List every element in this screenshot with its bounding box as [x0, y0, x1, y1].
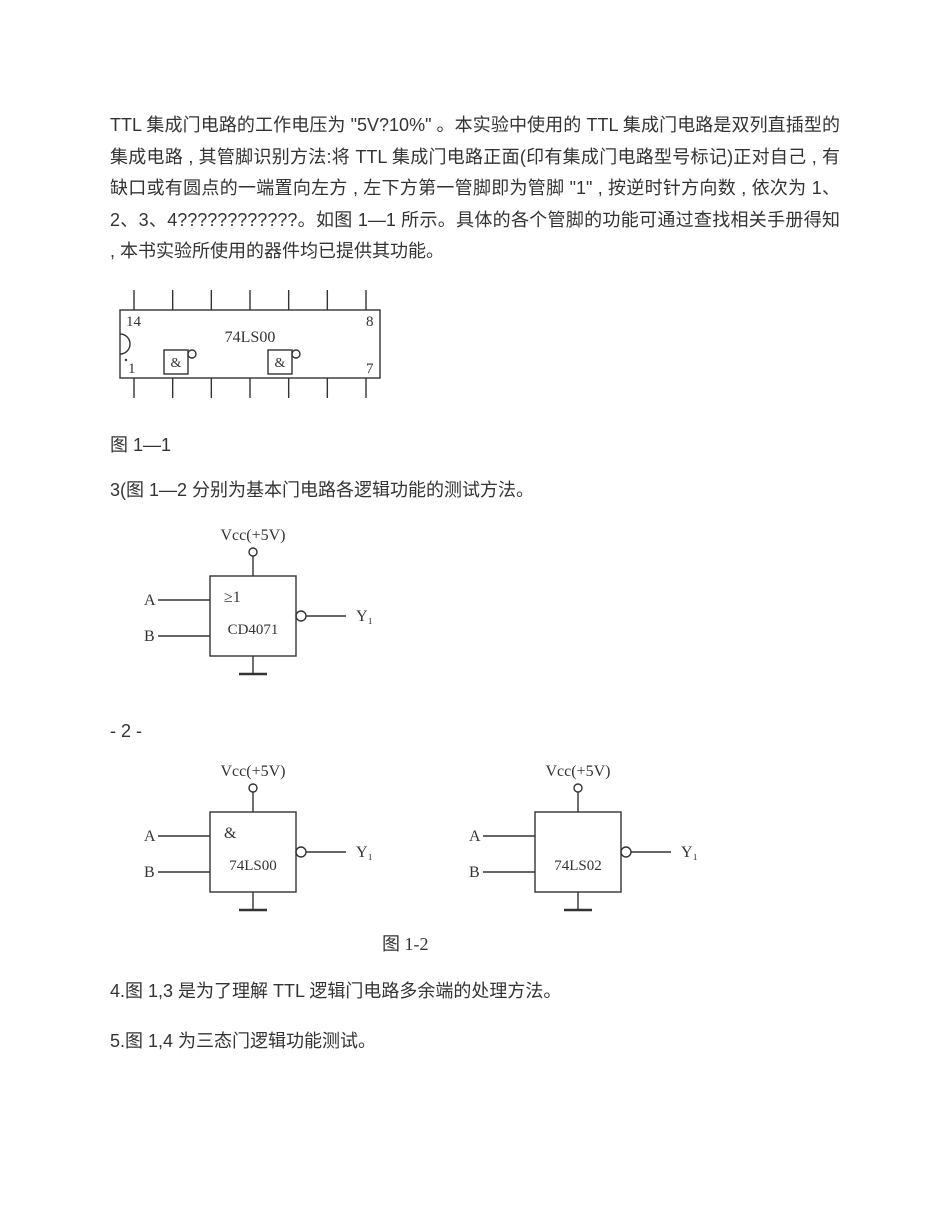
svg-text:&: & — [224, 825, 237, 842]
paragraph-1: TTL 集成门电路的工作电压为 "5V?10%" 。本实验中使用的 TTL 集成… — [110, 110, 840, 268]
svg-text:14: 14 — [126, 314, 142, 330]
svg-text:A: A — [144, 592, 156, 609]
svg-text:B: B — [144, 628, 155, 645]
chip-svg: 14 8 1 7 74LS00 & & — [110, 286, 400, 414]
svg-text:1: 1 — [128, 361, 136, 377]
figure-1-2-caption: 图 1-2 — [382, 934, 429, 954]
svg-text:7: 7 — [366, 361, 374, 377]
svg-text:B: B — [144, 864, 155, 881]
svg-text:74LS02: 74LS02 — [554, 858, 602, 874]
svg-text:74LS00: 74LS00 — [229, 858, 277, 874]
figure-1-2: Vcc(+5V) & 74LS00 A B Y₁ Vcc(+5V) 74LS02 A B Y₁ 图… — [110, 760, 840, 970]
svg-text:B: B — [469, 864, 480, 881]
figure-gate-or: Vcc(+5V) ≥1 CD4071 A B Y₁ — [140, 524, 840, 709]
svg-text:&: & — [171, 356, 182, 371]
svg-text:A: A — [469, 828, 481, 845]
page-note: - 2 - — [110, 721, 840, 742]
figure-1-1-label: 图 1—1 — [110, 431, 840, 457]
paragraph-2: 3(图 1—2 分别为基本门电路各逻辑功能的测试方法。 — [110, 475, 840, 507]
svg-text:Vcc(+5V): Vcc(+5V) — [221, 763, 286, 780]
figure-1-1: 14 8 1 7 74LS00 & & — [110, 286, 840, 419]
svg-text:Vcc(+5V): Vcc(+5V) — [546, 763, 611, 780]
svg-text:Y₁: Y₁ — [356, 844, 373, 861]
svg-text:A: A — [144, 828, 156, 845]
svg-text:&: & — [275, 356, 286, 371]
svg-text:Vcc(+5V): Vcc(+5V) — [221, 527, 286, 544]
paragraph-4: 5.图 1,4 为三态门逻辑功能测试。 — [110, 1026, 840, 1058]
svg-text:Y₁: Y₁ — [356, 608, 373, 625]
svg-text:CD4071: CD4071 — [228, 622, 279, 638]
paragraph-3: 4.图 1,3 是为了理解 TTL 逻辑门电路多余端的处理方法。 — [110, 976, 840, 1008]
svg-text:≥1: ≥1 — [224, 589, 241, 606]
gate-or-svg: Vcc(+5V) ≥1 CD4071 A B Y₁ — [140, 524, 400, 704]
svg-text:Y₁: Y₁ — [681, 844, 698, 861]
svg-text:74LS00: 74LS00 — [225, 329, 276, 346]
fig-1-2-svg: Vcc(+5V) & 74LS00 A B Y₁ Vcc(+5V) 74LS02 A B Y₁ 图… — [110, 760, 750, 965]
svg-text:8: 8 — [366, 314, 374, 330]
